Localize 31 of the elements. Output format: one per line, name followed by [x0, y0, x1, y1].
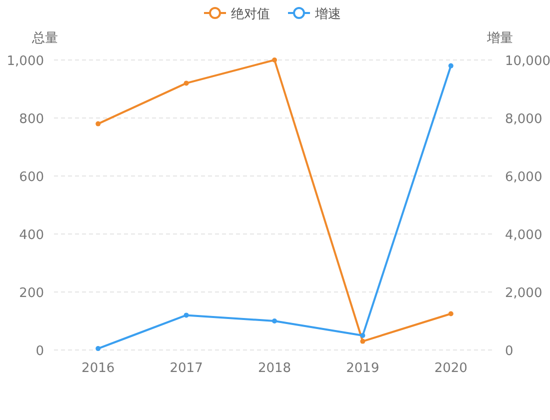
y2-tick-label: 2,000 — [505, 286, 542, 301]
point — [184, 80, 189, 86]
point — [448, 311, 454, 316]
y2-axis-title: 增量 — [486, 31, 513, 46]
legend-label: 增速 — [314, 7, 341, 22]
y-tick-label: 600 — [19, 170, 44, 185]
y-tick-label: 1,000 — [6, 54, 44, 69]
x-tick-label: 2017 — [170, 361, 203, 376]
point — [272, 318, 277, 324]
point — [360, 338, 366, 344]
y-tick-label: 400 — [19, 228, 44, 243]
x-tick-label: 2016 — [82, 361, 115, 376]
y2-tick-label: 8,000 — [505, 112, 542, 127]
y2-tick-label: 4,000 — [505, 228, 542, 243]
point — [272, 58, 277, 62]
x-tick-label: 2019 — [346, 361, 380, 376]
point — [360, 333, 366, 338]
x-tick-label: 2020 — [434, 361, 468, 376]
point — [448, 63, 454, 68]
y-tick-label: 0 — [36, 344, 44, 359]
x-tick-label: 2018 — [258, 361, 292, 376]
y2-tick-label: 0 — [505, 344, 514, 359]
y-tick-label: 800 — [19, 112, 44, 127]
legend-label: 绝对值 — [231, 7, 270, 22]
point — [96, 346, 101, 352]
point — [96, 121, 101, 126]
y2-tick-label: 6,000 — [505, 170, 542, 185]
y2-tick-label: 10,000 — [505, 54, 550, 69]
point — [184, 312, 189, 318]
y-axis-title: 总量 — [31, 31, 58, 46]
y-tick-label: 200 — [19, 286, 44, 301]
